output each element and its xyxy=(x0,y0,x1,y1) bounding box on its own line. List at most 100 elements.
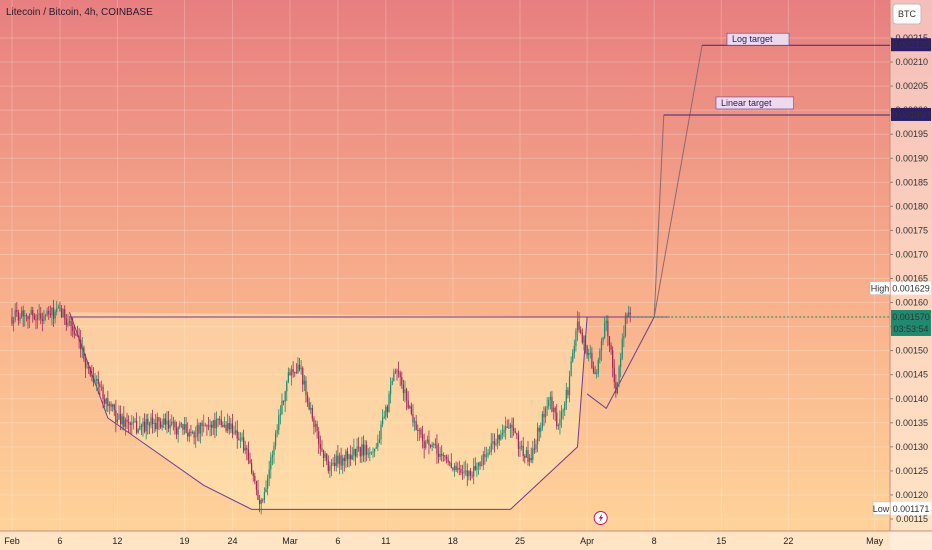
candle-body xyxy=(46,310,48,316)
candle xyxy=(278,409,280,435)
candle xyxy=(476,462,478,477)
candle xyxy=(359,446,361,463)
candle-body xyxy=(19,316,21,321)
candle xyxy=(551,390,553,413)
candle-body xyxy=(311,407,313,419)
candle xyxy=(624,312,627,338)
candle-body xyxy=(544,408,547,418)
candle xyxy=(415,414,417,431)
candle xyxy=(580,326,582,335)
candle-body xyxy=(564,403,566,410)
candle-body xyxy=(182,424,184,430)
candle xyxy=(567,387,569,399)
currency-button[interactable]: BTC xyxy=(892,3,922,25)
candle xyxy=(252,470,254,482)
candle xyxy=(362,435,365,462)
candle-body xyxy=(381,418,384,425)
candle xyxy=(260,497,262,515)
candle xyxy=(386,404,389,418)
candle xyxy=(36,309,39,329)
y-tick-label: 0.00160 xyxy=(895,298,928,308)
candle xyxy=(166,411,168,434)
candle xyxy=(552,400,555,420)
candle-body xyxy=(410,406,412,415)
candle-body xyxy=(64,309,66,319)
candle xyxy=(206,424,208,436)
candle-body xyxy=(343,457,345,461)
candle xyxy=(311,404,313,422)
candle-body xyxy=(227,423,229,431)
candle xyxy=(75,333,77,336)
candle xyxy=(610,342,612,355)
candle xyxy=(123,406,125,431)
candle xyxy=(270,452,272,479)
candle xyxy=(159,417,162,429)
candle-body xyxy=(505,426,507,430)
candle xyxy=(385,404,387,421)
high-label-box xyxy=(869,281,891,295)
candle-body xyxy=(266,478,269,489)
candle-body xyxy=(124,419,127,427)
candle xyxy=(44,313,47,321)
candle xyxy=(455,461,457,472)
candle-body xyxy=(297,364,299,374)
candle-body xyxy=(292,369,294,373)
candle-body xyxy=(442,455,444,457)
candle-body xyxy=(426,439,428,443)
candle-body xyxy=(139,425,141,430)
candle xyxy=(172,416,174,431)
candle-body xyxy=(174,421,176,428)
candle-body xyxy=(612,350,614,368)
candle-body xyxy=(302,367,304,385)
candle-body xyxy=(397,371,400,373)
candle xyxy=(135,412,138,435)
candle-body xyxy=(190,431,192,433)
candle-body xyxy=(487,452,489,456)
candle-body xyxy=(113,404,115,411)
candle xyxy=(49,305,51,319)
candle-body xyxy=(437,453,440,457)
candle xyxy=(412,404,414,427)
candle xyxy=(235,421,237,436)
candle-body xyxy=(576,321,579,332)
candle-body xyxy=(535,444,537,450)
candle-body xyxy=(140,425,143,427)
candle xyxy=(449,460,451,467)
lightning-event-icon[interactable] xyxy=(593,511,608,525)
y-tick-label: 0.00205 xyxy=(895,81,928,91)
candle-body xyxy=(195,436,197,438)
candle xyxy=(586,344,588,359)
candle xyxy=(100,380,103,392)
x-tick-label: 22 xyxy=(783,536,793,546)
candle xyxy=(153,419,155,434)
candle xyxy=(167,410,170,433)
candle-body xyxy=(500,434,502,440)
candle-body xyxy=(68,320,71,323)
candle-body xyxy=(455,465,457,471)
candle xyxy=(439,447,441,461)
candle xyxy=(207,416,210,431)
candle-body xyxy=(351,455,353,460)
candle xyxy=(294,371,296,377)
candle-body xyxy=(514,430,516,434)
candle xyxy=(434,438,436,449)
candle-body xyxy=(573,345,575,354)
candle xyxy=(615,374,617,398)
candle-body xyxy=(431,444,433,447)
candle-body xyxy=(72,326,74,331)
candle-body xyxy=(155,423,157,430)
candle xyxy=(238,431,240,441)
candle-body xyxy=(306,395,309,403)
candle xyxy=(188,428,190,443)
high-label-text: High xyxy=(871,284,890,294)
y-tick-label: 0.00195 xyxy=(895,129,928,139)
candle-body xyxy=(436,444,438,454)
candlestick-series xyxy=(11,299,631,515)
candle xyxy=(40,306,42,325)
candle-body xyxy=(522,445,524,456)
candle xyxy=(282,400,285,406)
candle-body xyxy=(14,310,16,321)
candle xyxy=(616,382,619,395)
candle-body xyxy=(127,421,130,424)
candle-body xyxy=(36,314,39,321)
